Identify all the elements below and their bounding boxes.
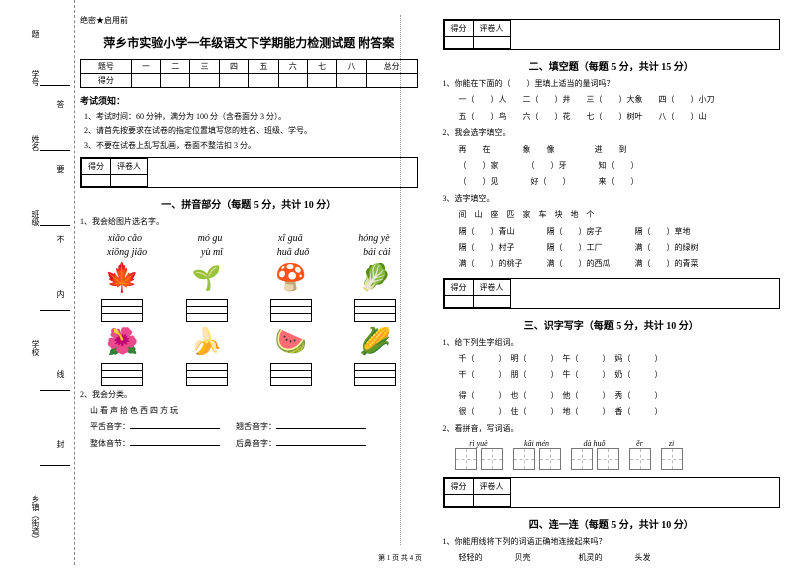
q2-l2: 五（ ）鸟 六（ ）花 七（ ）树叶 八（ ）山 — [459, 110, 781, 124]
q3-2: 2、看拼音，写词语。 — [443, 422, 781, 436]
leaf-icon: 🍁 — [105, 261, 140, 295]
mushroom-icon: 🍄 — [275, 263, 307, 293]
margin-da: 答 — [55, 100, 66, 108]
margin-line — [40, 465, 70, 466]
score-box-2: 得分评卷人 — [443, 19, 781, 50]
score-box-1: 得分评卷人 — [80, 157, 418, 188]
margin-xuehao: 学号 — [30, 70, 41, 86]
margin-xuexiao: 学校 — [30, 340, 41, 356]
grass-icon: 🌱 — [192, 264, 222, 293]
margin-line — [40, 390, 70, 391]
q3-l1: 千（ ） 明（ ） 午（ ） 妈（ ） — [459, 352, 781, 366]
margin-xingming: 姓名 — [30, 135, 41, 151]
q2-l8: 隔（ ）村子 隔（ ）工厂 满（ ）的绿树 — [459, 241, 781, 255]
q2-2: 2、我会选字填空。 — [443, 126, 781, 140]
q2-l6: 间 山 座 匹 家 车 块 地 个 — [459, 208, 781, 222]
q2-l7: 隔（ ）青山 隔（ ）房子 隔（ ）草地 — [459, 225, 781, 239]
margin-yao: 要 — [55, 165, 66, 173]
q2-l3: 再 在 象 像 进 到 — [459, 143, 781, 157]
q1-1: 1、我会给图片选名字。 — [80, 215, 418, 229]
q4-1: 1、你能用线将下列的词语正确地连接起来吗？ — [443, 535, 781, 549]
margin-ti: 题 — [30, 30, 41, 38]
margin-nei: 内 — [55, 290, 66, 298]
rule-1: 1、考试时间：60 分钟，满分为 100 分（含卷面分 3 分）。 — [84, 110, 418, 124]
watermelon-icon: 🍉 — [275, 327, 307, 357]
section-3-title: 三、识字写字（每题 5 分，共计 10 分） — [443, 317, 781, 332]
flower-icon: 🌺 — [106, 327, 138, 357]
tian-row: rì yuè kāi mén dà huǒ ěr zi — [453, 439, 781, 470]
q1-2-chars: 山 看 声 拾 色 西 四 方 玩 — [90, 404, 418, 418]
image-row-2: 🌺 🍌 🍉 🌽 — [80, 325, 418, 360]
q2-l5: （ ）见 好（ ） 来（ ） — [459, 175, 781, 189]
notice-title: 考试须知： — [80, 94, 418, 107]
margin-feng: 封 — [55, 440, 66, 448]
margin-banji: 班级 — [30, 210, 41, 226]
section-4-title: 四、连一连（每题 5 分，共计 10 分） — [443, 516, 781, 531]
secret-label: 绝密★启用前 — [80, 15, 418, 26]
cabbage-icon: 🥬 — [359, 263, 391, 293]
rule-2: 2、请首先按要求在试卷的指定位置填写您的姓名、班级、学号。 — [84, 124, 418, 138]
q3-l4: 很（ ） 住（ ） 地（ ） 香（ ） — [459, 405, 781, 419]
image-row-1: 🍁 🌱 🍄 🥬 — [80, 261, 418, 296]
margin-line — [40, 310, 70, 311]
q3-l3: 得（ ） 也（ ） 他（ ） 秀（ ） — [459, 389, 781, 403]
margin-bu: 不 — [55, 235, 66, 243]
q2-l9: 满（ ）的桃子 满（ ）的西瓜 满（ ）的青菜 — [459, 257, 781, 271]
corn-icon: 🌽 — [359, 327, 391, 357]
q3-1: 1、给下列生字组词。 — [443, 336, 781, 350]
score-header-table: 题号一二三四五六七八总分 得分 — [80, 59, 418, 88]
pinyin-row-1: xiǎo cǎomó guxī guāhóng yè — [80, 233, 418, 244]
right-column: 得分评卷人 二、填空题（每题 5 分，共计 15 分） 1、你能在下面的（ ）里… — [443, 15, 781, 568]
banana-icon: 🍌 — [190, 327, 222, 357]
q1-2-r2: 整体音节： 后鼻音字： — [90, 437, 418, 451]
q2-3: 3、选字填空。 — [443, 192, 781, 206]
section-2-title: 二、填空题（每题 5 分，共计 15 分） — [443, 58, 781, 73]
left-column: 绝密★启用前 萍乡市实验小学一年级语文下学期能力检测试题 附答案 题号一二三四五… — [80, 15, 418, 568]
margin-line — [40, 225, 70, 226]
exam-title: 萍乡市实验小学一年级语文下学期能力检测试题 附答案 — [80, 34, 418, 51]
score-box-3: 得分评卷人 — [443, 278, 781, 309]
q2-1: 1、你能在下面的（ ）里填上适当的量词吗？ — [443, 77, 781, 91]
margin-line — [40, 150, 70, 151]
margin-line — [40, 85, 70, 86]
q3-l2: 干（ ） 朋（ ） 牛（ ） 奶（ ） — [459, 368, 781, 382]
margin-xian: 线 — [55, 370, 66, 378]
score-box-4: 得分评卷人 — [443, 477, 781, 508]
page-footer: 第 1 页 共 4 页 — [0, 553, 800, 563]
column-separator — [400, 15, 401, 545]
rule-3: 3、不要在试卷上乱写乱画，卷面不整洁扣 3 分。 — [84, 139, 418, 153]
q1-2-r1: 平舌音字： 翘舌音字： — [90, 420, 418, 434]
q1-2: 2、我会分类。 — [80, 388, 418, 402]
margin-xiangzhen: 乡镇（街道） — [30, 495, 41, 543]
q2-l4: （ ）家 （ ）牙 知（ ） — [459, 159, 781, 173]
q2-l1: 一（ ）人 二（ ）井 三（ ）大象 四（ ）小刀 — [459, 93, 781, 107]
section-1-title: 一、拼音部分（每题 5 分，共计 10 分） — [80, 196, 418, 211]
pinyin-row-2: xiōng jiāoyù mǐhuā duǒbái cài — [80, 247, 418, 258]
